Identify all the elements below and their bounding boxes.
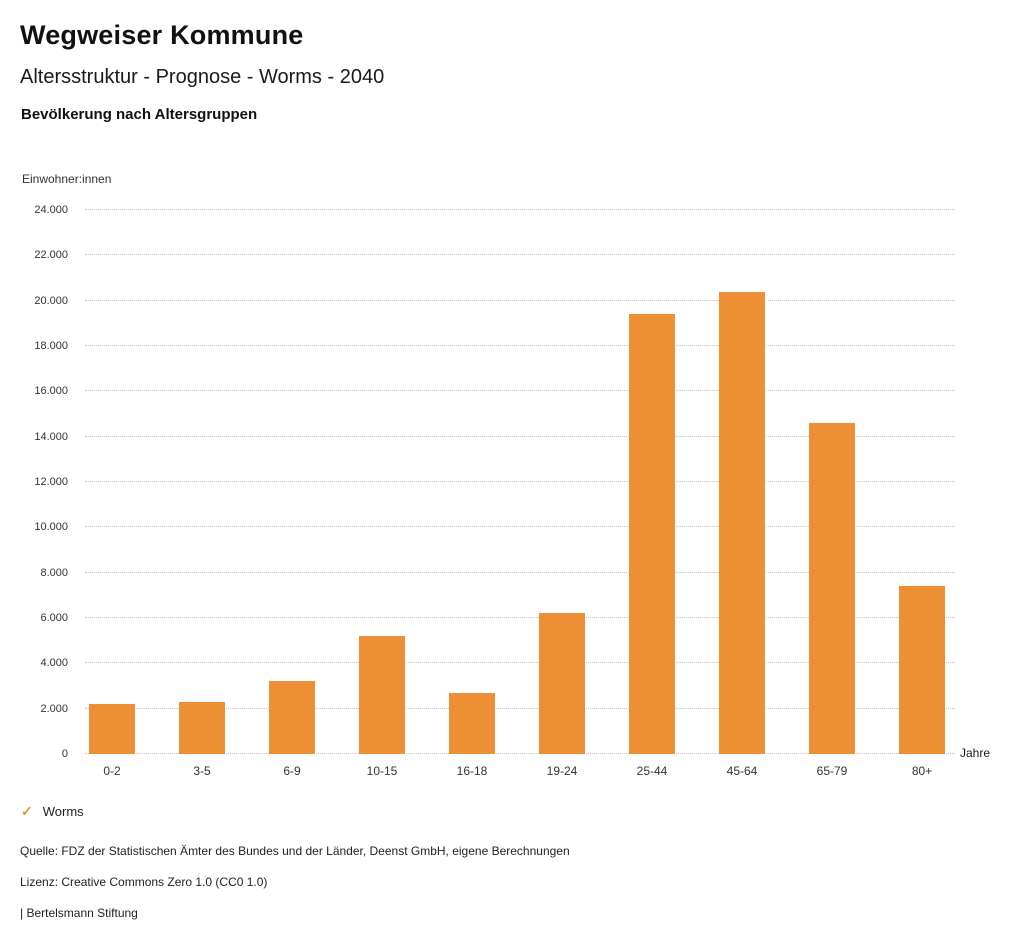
attribution-line: | Bertelsmann Stiftung: [20, 906, 138, 920]
gridline: [85, 435, 955, 437]
bar-slot: [337, 210, 427, 754]
y-axis-tick-labels: 0 2.000 4.000 6.000 8.000 10.000 12.000 14.000 1…: [14, 204, 68, 760]
x-axis-tick-label: 16-18: [456, 764, 488, 778]
y-axis-unit-label: Einwohner:innen: [22, 172, 112, 186]
legend-item-worms[interactable]: ✓ Worms: [21, 803, 84, 820]
gridline: [85, 662, 955, 664]
bar-45-64: [719, 291, 765, 754]
bar-25-44: [629, 314, 675, 754]
bar-slot: [877, 210, 967, 754]
bar-0-2: [89, 704, 135, 754]
chart-subtitle: Altersstruktur - Prognose - Worms - 2040: [20, 66, 385, 88]
bar-slot: [607, 210, 697, 754]
gridline: [85, 526, 955, 528]
x-axis-tick-label: 19-24: [546, 764, 578, 778]
gridline: [85, 571, 955, 573]
bar-6-9: [269, 681, 315, 754]
gridline: [85, 753, 955, 754]
y-axis-tick-label: 10.000: [34, 521, 68, 534]
gridline: [85, 209, 955, 210]
gridline: [85, 617, 955, 618]
legend-label: Worms: [42, 804, 84, 819]
x-axis-tick-label: 45-64: [726, 764, 758, 778]
x-axis-tick-label: 0-2: [103, 764, 121, 778]
gridlines: [85, 209, 955, 754]
bar-10-15: [359, 636, 405, 754]
x-axis-tick-label: 80+: [911, 764, 933, 778]
y-axis-tick-label: 4.000: [40, 657, 68, 670]
x-axis-tick-label: 6-9: [283, 764, 301, 778]
y-axis-tick-label: 16.000: [34, 385, 68, 398]
page-title: Wegweiser Kommune: [20, 20, 304, 50]
source-line: Quelle: FDZ der Statistischen Ämter des …: [20, 844, 570, 858]
y-axis-tick-label: 2.000: [40, 702, 68, 715]
y-axis-tick-label: 12.000: [34, 476, 68, 488]
y-axis-tick-label: 22.000: [34, 249, 68, 262]
bar-slot: [697, 210, 787, 754]
bar-slot: [517, 210, 607, 754]
y-axis-tick-label: 6.000: [40, 612, 68, 624]
chart: 0 2.000 4.000 6.000 8.000 10.000 12.000 14.000 1…: [0, 204, 1024, 760]
gridline: [85, 254, 955, 256]
bar-65-79: [809, 423, 855, 754]
bar-slot: [427, 210, 517, 754]
y-axis-tick-label: 20.000: [34, 294, 68, 307]
bar-3-5: [179, 701, 225, 754]
y-axis-tick-label: 0: [61, 748, 68, 760]
y-axis-tick-label: 8.000: [40, 566, 68, 579]
gridline: [85, 707, 955, 709]
gridline: [85, 481, 955, 482]
x-axis-tick-labels: 0-2 3-5 6-9 10-15 16-18 19-24 25-44 45-64 65-79 8…: [67, 764, 967, 778]
bars: [67, 210, 967, 754]
x-axis-tick-label: 25-44: [636, 764, 668, 778]
x-axis-tick-label: 3-5: [193, 764, 211, 778]
bar-19-24: [539, 613, 585, 754]
gridline: [85, 299, 955, 301]
y-axis-tick-label: 18.000: [34, 340, 68, 352]
bar-16-18: [449, 692, 495, 754]
bar-80+: [899, 586, 945, 754]
bar-slot: [247, 210, 337, 754]
x-axis-tick-label: 65-79: [816, 764, 848, 778]
gridline: [85, 390, 955, 392]
bar-slot: [67, 210, 157, 754]
check-icon: ✓: [21, 803, 33, 819]
x-axis-unit-label: Jahre: [960, 746, 991, 760]
y-axis-tick-label: 14.000: [34, 430, 68, 443]
gridline: [85, 345, 955, 346]
x-axis-tick-label: 10-15: [366, 764, 398, 778]
chart-section-title: Bevölkerung nach Altersgruppen: [21, 106, 258, 123]
y-axis-tick-label: 24.000: [34, 204, 68, 216]
bar-slot: [787, 210, 877, 754]
license-line: Lizenz: Creative Commons Zero 1.0 (CC0 1…: [20, 875, 268, 889]
bar-slot: [157, 210, 247, 754]
